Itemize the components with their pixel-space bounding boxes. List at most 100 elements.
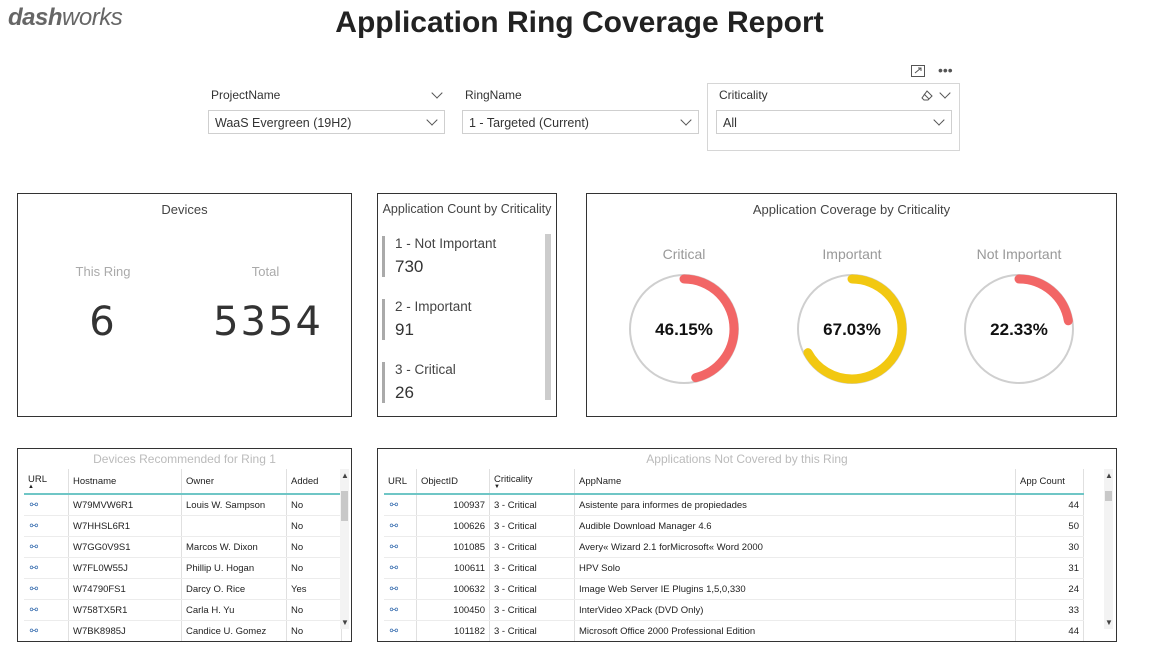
criticality-cell: 3 - Critical [489, 557, 575, 579]
criticality-cell: 3 - Critical [489, 578, 575, 600]
filter-criticality-value: All [723, 116, 737, 130]
added-cell: No [286, 515, 342, 537]
link-icon[interactable]: ⚯ [384, 578, 417, 600]
logo-text-light: works [62, 4, 123, 31]
devices-table-scrollbar[interactable]: ▲ ▼ [340, 469, 349, 629]
gauge-label: Not Important [976, 246, 1062, 262]
total-label: Total [251, 264, 280, 279]
more-options-icon[interactable]: ••• [938, 62, 953, 78]
criticality-cell: 3 - Critical [489, 494, 575, 516]
table-row: ⚯ W758TX5R1 Carla H. Yu No [24, 599, 342, 621]
filter-criticality-label: Criticality [719, 88, 768, 102]
owner-cell: Louis W. Sampson [181, 494, 287, 516]
link-icon[interactable]: ⚯ [24, 515, 69, 537]
objectid-cell: 100626 [416, 515, 490, 537]
gauge-value: 46.15% [655, 320, 713, 339]
table-row: ⚯ W7FL0W55J Phillip U. Hogan No [24, 557, 342, 579]
added-cell: No [286, 557, 342, 579]
filter-criticality-dropdown[interactable]: All [716, 110, 952, 134]
gauge-critical: 46.15% [629, 274, 739, 384]
link-icon[interactable]: ⚯ [24, 578, 69, 600]
table-row: ⚯ 100937 3 - Critical Asistente para inform… [384, 494, 1084, 516]
column-header-owner[interactable]: Owner [181, 469, 287, 495]
table-row: ⚯ W79MVW6R1 Louis W. Sampson No [24, 494, 342, 516]
app-count-item-name: 1 - Not Important [395, 236, 497, 251]
link-icon[interactable]: ⚯ [24, 620, 69, 641]
app-count-item-name: 2 - Important [395, 299, 472, 314]
criticality-cell: 3 - Critical [489, 536, 575, 558]
coverage-card: Application Coverage by Criticality Crit… [586, 193, 1117, 417]
appcount-cell: 44 [1015, 494, 1084, 516]
appname-cell: Audible Download Manager 4.6 [574, 515, 1016, 537]
criticality-cell: 3 - Critical [489, 620, 575, 641]
appcount-cell: 33 [1015, 599, 1084, 621]
column-header-url[interactable]: URL [384, 469, 417, 495]
filter-ring-dropdown[interactable]: 1 - Targeted (Current) [462, 110, 699, 134]
appname-cell: Asistente para informes de propiedades [574, 494, 1016, 516]
devices-card-title: Devices [161, 202, 208, 217]
chevron-down-icon [426, 114, 438, 126]
column-header-criticality[interactable]: Criticality ▼ [489, 469, 575, 495]
gauge-value: 67.03% [823, 320, 881, 339]
link-icon[interactable]: ⚯ [24, 536, 69, 558]
app-count-scrollbar[interactable] [545, 234, 551, 400]
apps-table-scrollbar[interactable]: ▲ ▼ [1104, 469, 1113, 629]
chevron-down-icon[interactable] [431, 87, 443, 99]
table-row: ⚯ 101182 3 - Critical Microsoft Office 2000… [384, 620, 1084, 641]
filter-project-dropdown[interactable]: WaaS Evergreen (19H2) [208, 110, 445, 134]
column-header-url[interactable]: URL ▲ [24, 469, 69, 495]
owner-cell: Carla H. Yu [181, 599, 287, 621]
link-icon[interactable]: ⚯ [384, 494, 417, 516]
scroll-down-icon[interactable]: ▼ [341, 618, 349, 627]
eraser-icon[interactable] [921, 89, 933, 101]
criticality-cell: 3 - Critical [489, 599, 575, 621]
app-count-item-value: 91 [395, 320, 414, 339]
objectid-cell: 101085 [416, 536, 490, 558]
table-row: ⚯ W7GG0V9S1 Marcos W. Dixon No [24, 536, 342, 558]
app-count-item[interactable]: 2 - Important 91 [382, 299, 472, 340]
criticality-cell: 3 - Critical [489, 515, 575, 537]
link-icon[interactable]: ⚯ [384, 557, 417, 579]
link-icon[interactable]: ⚯ [384, 599, 417, 621]
column-header-objectid[interactable]: ObjectID [416, 469, 490, 495]
appname-cell: Image Web Server IE Plugins 1,5,0,330 [574, 578, 1016, 600]
sort-desc-icon[interactable]: ▼ [494, 483, 500, 490]
dashworks-logo: dashworks [8, 4, 123, 32]
link-icon[interactable]: ⚯ [24, 557, 69, 579]
scroll-up-icon[interactable]: ▲ [1105, 471, 1113, 480]
gauge-label: Important [822, 246, 882, 262]
devices-table-title: Devices Recommended for Ring 1 [93, 452, 276, 466]
link-icon[interactable]: ⚯ [24, 494, 69, 516]
table-header-row: URL ▲ Hostname Owner Added [24, 469, 342, 495]
chevron-down-icon [680, 114, 692, 126]
link-icon[interactable]: ⚯ [24, 599, 69, 621]
column-header-added[interactable]: Added [286, 469, 342, 495]
filter-criticality-container [707, 83, 960, 151]
gauge-arc [797, 274, 907, 384]
appcount-cell: 24 [1015, 578, 1084, 600]
column-header-appcount[interactable]: App Count [1015, 469, 1084, 495]
owner-cell: Darcy O. Rice [181, 578, 287, 600]
table-row: ⚯ W74790FS1 Darcy O. Rice Yes [24, 578, 342, 600]
total-value: 5354 [213, 299, 323, 345]
owner-cell: Marcos W. Dixon [181, 536, 287, 558]
scroll-down-icon[interactable]: ▼ [1105, 618, 1113, 627]
link-icon[interactable]: ⚯ [384, 536, 417, 558]
column-header-hostname[interactable]: Hostname [68, 469, 182, 495]
link-icon[interactable]: ⚯ [384, 620, 417, 641]
appcount-cell: 50 [1015, 515, 1084, 537]
link-icon[interactable]: ⚯ [384, 515, 417, 537]
app-count-item[interactable]: 3 - Critical 26 [382, 362, 456, 403]
gauge-important: 67.03% [797, 274, 907, 384]
app-count-item-name: 3 - Critical [395, 362, 456, 377]
this-ring-value: 6 [89, 299, 117, 345]
scroll-thumb[interactable] [341, 491, 348, 521]
scroll-thumb[interactable] [1105, 491, 1112, 501]
focus-mode-icon[interactable] [911, 64, 925, 77]
app-count-item[interactable]: 1 - Not Important 730 [382, 236, 496, 277]
sort-asc-icon[interactable]: ▲ [28, 483, 34, 490]
scroll-up-icon[interactable]: ▲ [341, 471, 349, 480]
table-row: ⚯ 100632 3 - Critical Image Web Server IE P… [384, 578, 1084, 600]
column-header-appname[interactable]: AppName [574, 469, 1016, 495]
added-cell: No [286, 494, 342, 516]
